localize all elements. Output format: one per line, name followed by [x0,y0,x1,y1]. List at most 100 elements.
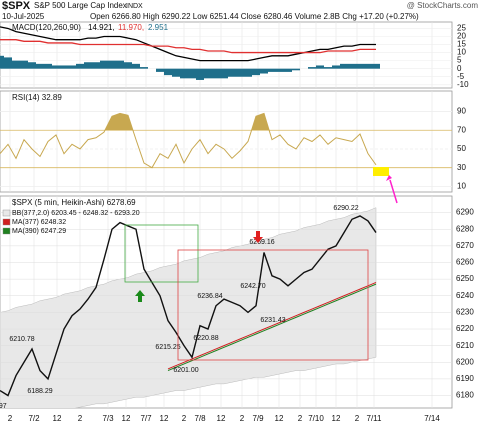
y-tick-label: 6240 [456,291,474,300]
histogram-bar [332,65,340,69]
up-arrow [135,290,145,302]
symbol: $SPX [2,0,31,12]
x-tick-label: 7/8 [194,414,206,423]
histogram-bar [92,62,100,69]
histogram-bar [44,63,52,69]
y-tick-label: 6290 [456,208,474,217]
x-tick-label: 12 [217,414,226,423]
price-annotation: 6188.29 [27,388,52,395]
pointer-arrow [389,179,398,204]
histogram-bar [4,57,12,69]
y-tick-label: 10 [457,48,466,57]
x-tick-label: 12 [160,414,169,423]
macd-plot [0,26,452,86]
legend-entry: 11.970, [118,23,144,32]
bollinger-band [0,207,377,408]
legend-entry: MA(390) 6247.29 [12,228,66,235]
histogram-bar [164,68,172,76]
y-tick-label: 10 [457,181,466,190]
y-tick-label: 6210 [456,341,474,350]
overbought-area [105,113,270,130]
histogram-bar [236,68,244,77]
histogram-bar [364,63,372,69]
price-annotation: 6177.97 [0,403,7,410]
y-tick-label: 6180 [456,391,474,400]
x-tick-label: 7/14 [424,414,440,423]
price-annotation: 6201.00 [173,367,198,374]
x-tick-label: 12 [332,414,341,423]
pointer-head [386,175,392,181]
histogram-bar [220,68,228,79]
y-tick-label: -5 [457,72,465,81]
histogram-bar [276,68,284,72]
panel-title: $SPX (5 min, Heikin-Ashi) 6278.69 [12,198,136,207]
y-tick-label: 5 [457,56,462,65]
x-tick-label: 12 [275,414,284,423]
price-annotation: 6269.16 [249,239,274,246]
box-green [124,224,199,283]
histogram-bar [204,68,212,79]
moving-average [167,283,377,372]
x-tick-label: 7/9 [252,414,264,423]
y-tick-label: 25 [457,24,466,33]
x-tick-label: 2 [78,414,83,423]
legend-swatch [2,227,11,235]
y-tick-label: 6220 [456,324,474,333]
legend-entry: 14.921, [88,23,115,32]
rsi-panel [0,90,453,193]
down-arrow [253,231,263,243]
histogram-bar [84,62,92,69]
histogram-bar [196,68,204,80]
panel-title: RSI(14) 32.89 [12,93,62,102]
histogram-bar [356,63,364,69]
y-tick-label: 90 [457,107,466,116]
histogram-bar [140,67,148,69]
y-tick-label: 50 [457,144,466,153]
macd-line [0,26,376,62]
x-tick-label: 2 [298,414,303,423]
panel-title: MACD(120,260,90) [12,23,81,32]
y-tick-label: 20 [457,32,466,41]
histogram-bar [132,63,140,69]
price-line [0,215,377,397]
histogram-bar [340,63,348,69]
histogram-bar [324,67,332,69]
histogram-bar [268,68,276,72]
histogram-bar [228,68,236,77]
price-annotation: 6220.88 [193,335,218,342]
price-annotation: 6231.43 [260,317,285,324]
price-annotation: 6215.25 [155,344,180,351]
highlight [373,167,389,176]
histogram-bar [212,68,220,79]
y-tick-label: 6260 [456,258,474,267]
date: 10-Jul-2025 [2,12,45,21]
legend-swatch [2,209,11,217]
price-annotation: 6290.22 [333,205,358,212]
histogram-bar [156,68,164,72]
y-tick-label: 30 [457,163,466,172]
histogram-bar [124,62,132,69]
x-tick-label: 2 [240,414,245,423]
x-tick-label: 12 [122,414,131,423]
histogram-bar [100,60,108,69]
exchange: INDX [126,3,143,10]
x-tick-label: 7/2 [28,414,40,423]
histogram-bar [108,60,116,69]
histogram-bar [308,67,316,69]
histogram-bar [28,62,36,69]
histogram-bar [260,68,268,74]
x-tick-label: 7/11 [367,414,383,423]
histogram-bar [68,65,76,69]
y-tick-label: 6190 [456,374,474,383]
rsi-line [0,112,377,169]
y-tick-label: 6250 [456,274,474,283]
histogram-bar [60,65,68,69]
y-tick-label: 6270 [456,241,474,250]
histogram-bar [12,60,20,69]
y-tick-label: 15 [457,40,466,49]
legend-entry: BB(377,2.0) 6203.45 - 6248.32 - 6293.20 [12,210,140,217]
legend-entry: MA(377) 6248.32 [12,219,66,226]
x-tick-label: 7/7 [140,414,152,423]
y-tick-label: 70 [457,125,466,134]
